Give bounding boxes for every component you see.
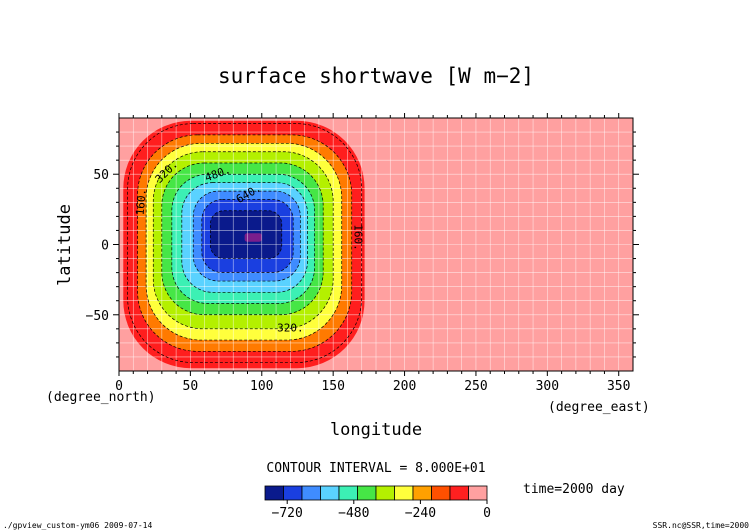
grid (119, 118, 633, 371)
colorbar-swatch (431, 485, 451, 501)
y-tick-label: 0 (101, 239, 109, 254)
contour-line (171, 173, 315, 304)
colorbar-swatch (394, 485, 414, 501)
x-tick-label: 150 (321, 379, 344, 394)
x-tick-label: 50 (183, 379, 199, 394)
y-unit-label: (degree_north) (46, 390, 156, 405)
y-axis-label: latitude (55, 204, 75, 286)
contour-line (127, 123, 363, 363)
x-tick-label: 200 (393, 379, 416, 394)
footer-left: ./gpview_custom-ym06 2009-07-14 (3, 521, 152, 530)
colorbar-swatch (301, 485, 321, 501)
colorbar-tick-label: −720 (272, 506, 303, 521)
plot-area: 160.320. 480.640.160.320. (118, 117, 634, 372)
contour-line (192, 190, 301, 282)
x-tick-label: 250 (464, 379, 487, 394)
colorbar-swatch (449, 485, 469, 501)
time-text: time=2000 day (523, 482, 625, 497)
colorbar-swatch (412, 485, 432, 501)
y-tick-label: 50 (93, 168, 109, 183)
x-tick-label: 0 (115, 379, 123, 394)
contour-line (210, 210, 283, 259)
y-tick-label: −50 (86, 309, 109, 324)
contour-line (201, 199, 294, 273)
colorbar-swatch (375, 485, 395, 501)
contour-line (161, 162, 324, 316)
colorbar-tick-label: −480 (338, 506, 369, 521)
colorbar-tick-label: 0 (483, 506, 491, 521)
contour-interval-text: CONTOUR INTERVAL = 8.000E+01 (266, 461, 485, 476)
footer-right: SSR.nc@SSR,time=2000 (653, 521, 750, 530)
colorbar-swatch (468, 485, 488, 501)
colorbar: −720 −480 −240 0 (264, 485, 491, 521)
colorbar-swatch (264, 485, 284, 501)
colorbar-swatch (357, 485, 377, 501)
x-unit-label: (degree_east) (548, 400, 650, 415)
x-axis-label: longitude (330, 420, 422, 440)
contour-line (137, 134, 353, 352)
contour-line (145, 142, 343, 341)
contour-label: 160. (134, 188, 149, 216)
colorbar-swatch (283, 485, 303, 501)
contour-line (181, 182, 308, 293)
colorbar-swatch (338, 485, 358, 501)
y-axis-ticks: 50 0 −50 (86, 131, 639, 358)
colorbar-tick-label: −240 (405, 506, 436, 521)
x-tick-label: 350 (607, 379, 630, 394)
x-tick-label: 300 (536, 379, 559, 394)
chart-title: surface shortwave [W m−2] (218, 64, 534, 88)
contour-lines (127, 123, 363, 363)
x-tick-label: 100 (250, 379, 273, 394)
x-axis-ticks: 0 50 100 150 200 250 300 350 (115, 113, 630, 394)
colorbar-swatch (320, 485, 340, 501)
contour-line (152, 151, 334, 330)
contour-label: 160. (352, 224, 365, 251)
contour-band (244, 233, 262, 242)
contour-label: 320. (277, 322, 304, 335)
